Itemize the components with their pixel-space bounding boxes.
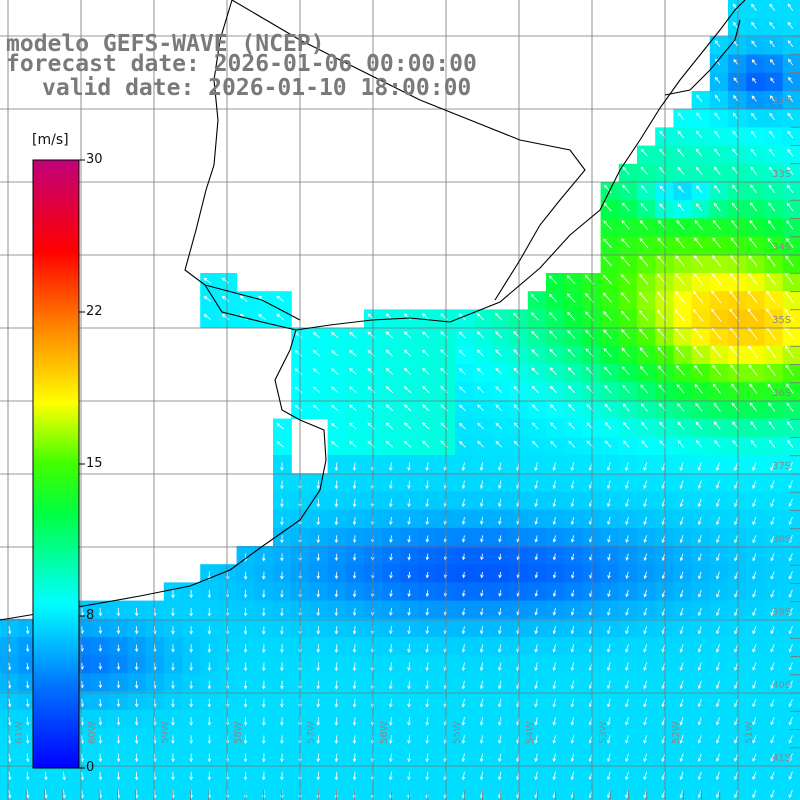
lon-label: 59W <box>160 721 171 744</box>
lat-label: 38S <box>772 534 792 545</box>
lat-label: 34S <box>772 242 792 253</box>
lon-label: 61W <box>14 721 25 744</box>
lon-label: 58W <box>233 721 244 744</box>
wind-vectors <box>7 3 795 799</box>
colorbar-unit: [m/s] <box>32 132 69 148</box>
lat-label: 41S <box>772 753 792 764</box>
lon-label: 53W <box>598 721 609 744</box>
lat-label: 35S <box>772 315 792 326</box>
lat-label: 32S <box>772 96 792 107</box>
lon-label: 55W <box>452 721 463 744</box>
colorbar-tick-8: 8 <box>86 608 95 623</box>
lon-label: 54W <box>525 721 536 744</box>
coastline <box>0 0 746 621</box>
lat-label: 40S <box>772 680 792 691</box>
border-uruguay-argentina <box>204 284 301 321</box>
lon-label: 60W <box>87 721 98 744</box>
colorbar-tick-30: 30 <box>86 152 103 167</box>
lat-label: 39S <box>772 607 792 618</box>
title-forecast-date: forecast date: 2026-01-06 00:00:00 <box>6 51 477 77</box>
coastline-argentina-uruguay <box>0 0 327 621</box>
lagoon <box>664 19 741 96</box>
border-uruguay-brazil <box>231 0 586 301</box>
lon-label: 56W <box>379 721 390 744</box>
lon-label: 57W <box>306 721 317 744</box>
title-model: modelo GEFS-WAVE (NCEP) <box>6 31 325 57</box>
title-valid-date: valid date: 2026-01-10 18:00:00 <box>42 75 472 101</box>
colorbar-tick-0: 0 <box>86 760 95 775</box>
colorbar-tick-22: 22 <box>86 304 103 319</box>
lon-label: 51W <box>744 721 755 744</box>
lat-label: 33S <box>772 169 792 180</box>
lat-label: 36S <box>772 388 792 399</box>
colorbar <box>32 159 80 769</box>
colorbar-tick-15: 15 <box>86 456 103 471</box>
colorbar-ticks <box>79 159 85 769</box>
lon-label: 52W <box>671 721 682 744</box>
lat-label: 37S <box>772 461 792 472</box>
coastline-uruguay <box>295 0 746 331</box>
